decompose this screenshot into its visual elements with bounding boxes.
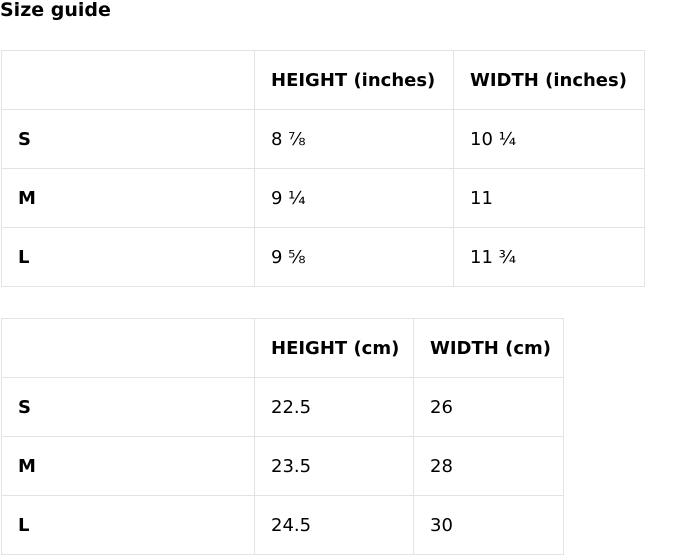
width-cell: 26: [413, 377, 564, 437]
size-table-inches: HEIGHT (inches) WIDTH (inches) S 8 ⅞ 10 …: [1, 50, 645, 287]
header-height: HEIGHT (inches): [254, 50, 454, 110]
size-table-cm: HEIGHT (cm) WIDTH (cm) S 22.5 26 M 23.5 …: [1, 318, 564, 555]
size-cell: M: [1, 168, 255, 228]
table-row: S 8 ⅞ 10 ¼: [1, 109, 645, 169]
header-width: WIDTH (cm): [413, 318, 564, 378]
size-cell: M: [1, 436, 255, 496]
table-row: L 24.5 30: [1, 495, 564, 555]
size-cell: S: [1, 377, 255, 437]
height-cell: 22.5: [254, 377, 414, 437]
header-size: [1, 50, 255, 110]
header-width: WIDTH (inches): [453, 50, 645, 110]
height-cell: 9 ⅝: [254, 227, 454, 287]
width-cell: 11: [453, 168, 645, 228]
width-cell: 30: [413, 495, 564, 555]
width-cell: 11 ¾: [453, 227, 645, 287]
page-title: Size guide: [0, 0, 111, 21]
width-cell: 10 ¼: [453, 109, 645, 169]
height-cell: 9 ¼: [254, 168, 454, 228]
width-cell: 28: [413, 436, 564, 496]
table-header-row: HEIGHT (cm) WIDTH (cm): [1, 318, 564, 378]
height-cell: 23.5: [254, 436, 414, 496]
table-row: M 23.5 28: [1, 436, 564, 496]
table-header-row: HEIGHT (inches) WIDTH (inches): [1, 50, 645, 110]
table-row: M 9 ¼ 11: [1, 168, 645, 228]
size-cell: S: [1, 109, 255, 169]
table-row: S 22.5 26: [1, 377, 564, 437]
height-cell: 24.5: [254, 495, 414, 555]
height-cell: 8 ⅞: [254, 109, 454, 169]
header-height: HEIGHT (cm): [254, 318, 414, 378]
header-size: [1, 318, 255, 378]
table-row: L 9 ⅝ 11 ¾: [1, 227, 645, 287]
size-cell: L: [1, 495, 255, 555]
size-cell: L: [1, 227, 255, 287]
